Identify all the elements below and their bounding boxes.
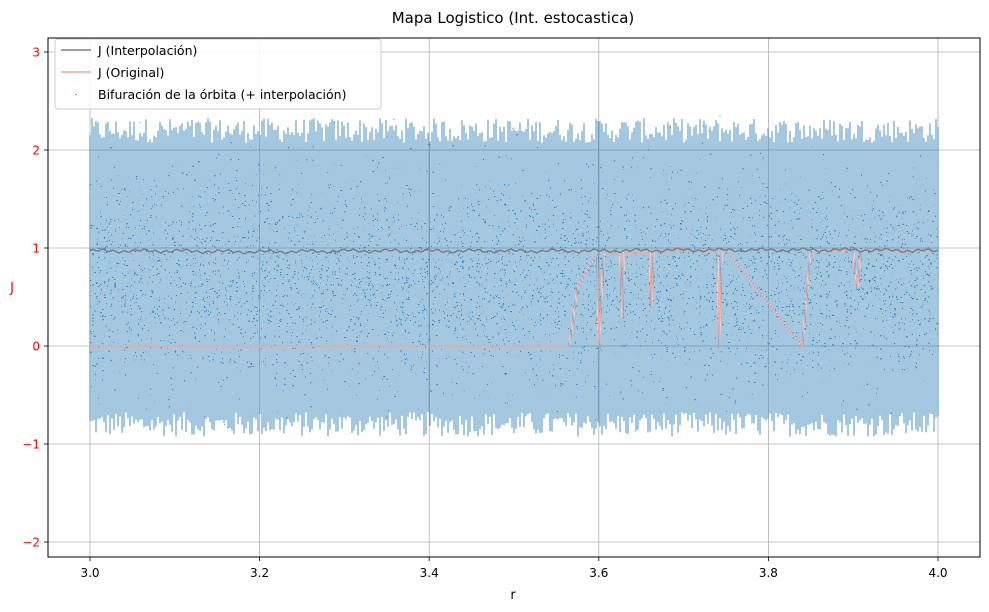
chart-title: Mapa Logistico (Int. estocastica) (392, 9, 635, 27)
legend-label-interpolation: J (Interpolación) (97, 43, 197, 58)
x-tick-label: 3.2 (250, 566, 269, 580)
line-interpolation (89, 246, 939, 255)
legend-label-scatter: Bifuración de la órbita (+ interpolación… (98, 87, 346, 102)
scatter-band (89, 118, 939, 437)
legend: J (Interpolación) J (Original) Bifuració… (54, 38, 382, 110)
x-tick-label: 3.4 (420, 566, 439, 580)
scatter-points (90, 115, 939, 425)
y-tick-label: 1 (32, 242, 40, 256)
x-axis-label: r (510, 588, 516, 603)
x-tick-label: 4.0 (928, 566, 947, 580)
legend-box (54, 38, 382, 110)
x-tick-label: 3.8 (759, 566, 778, 580)
legend-label-original: J (Original) (97, 65, 164, 80)
y-axis-label: J (9, 281, 14, 296)
y-tick-label: −1 (22, 438, 40, 452)
legend-marker-scatter (75, 94, 77, 96)
y-tick-label: 3 (32, 46, 40, 60)
y-tick-label: 2 (32, 144, 40, 158)
x-tick-label: 3.0 (80, 566, 99, 580)
x-tick-label: 3.6 (589, 566, 608, 580)
line-series (89, 246, 939, 348)
y-tick-label: 0 (32, 340, 40, 354)
plot-frame (47, 37, 981, 558)
y-axis: −2 −1 0 1 2 3 (22, 46, 48, 550)
scatter-series (89, 115, 939, 437)
y-tick-label: −2 (22, 536, 40, 550)
x-axis: 3.0 3.2 3.4 3.6 3.8 4.0 (80, 557, 948, 580)
